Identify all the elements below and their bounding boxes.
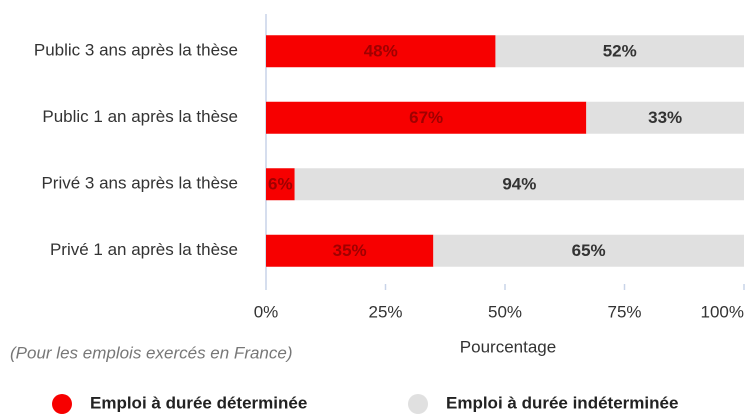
legend-label: Emploi à durée déterminée bbox=[90, 393, 307, 412]
legend-marker bbox=[52, 394, 72, 414]
bar-segment bbox=[495, 35, 744, 68]
y-tick-label: Public 3 ans après la thèse bbox=[34, 41, 238, 60]
data-label: 35% bbox=[333, 241, 367, 260]
x-tick-label: 25% bbox=[368, 302, 402, 321]
annotation: (Pour les emplois exercés en France) bbox=[10, 343, 293, 362]
bar-segment bbox=[266, 101, 587, 134]
x-tick-label: 50% bbox=[488, 302, 522, 321]
data-label: 48% bbox=[364, 42, 398, 61]
x-tick-label: 100% bbox=[701, 302, 744, 321]
data-label: 94% bbox=[502, 175, 536, 194]
x-tick-label: 0% bbox=[254, 302, 279, 321]
x-tick-label: 75% bbox=[607, 302, 641, 321]
data-label: 52% bbox=[603, 42, 637, 61]
data-label: 6% bbox=[268, 175, 293, 194]
data-label: 33% bbox=[648, 108, 682, 127]
bar-segment bbox=[266, 234, 434, 267]
bar-segment bbox=[586, 101, 744, 134]
data-label: 65% bbox=[572, 241, 606, 260]
data-label: 67% bbox=[409, 108, 443, 127]
legend-marker bbox=[408, 394, 428, 414]
y-tick-label: Public 1 an après la thèse bbox=[42, 107, 238, 126]
bar-segment bbox=[266, 168, 295, 201]
x-axis-label: Pourcentage bbox=[460, 337, 556, 356]
y-tick-label: Privé 1 an après la thèse bbox=[50, 240, 238, 259]
legend-label: Emploi à durée indéterminée bbox=[446, 393, 678, 412]
bar-segment bbox=[266, 35, 496, 68]
bar-segment bbox=[433, 234, 744, 267]
bar-segment bbox=[294, 168, 744, 201]
y-tick-label: Privé 3 ans après la thèse bbox=[41, 174, 238, 193]
